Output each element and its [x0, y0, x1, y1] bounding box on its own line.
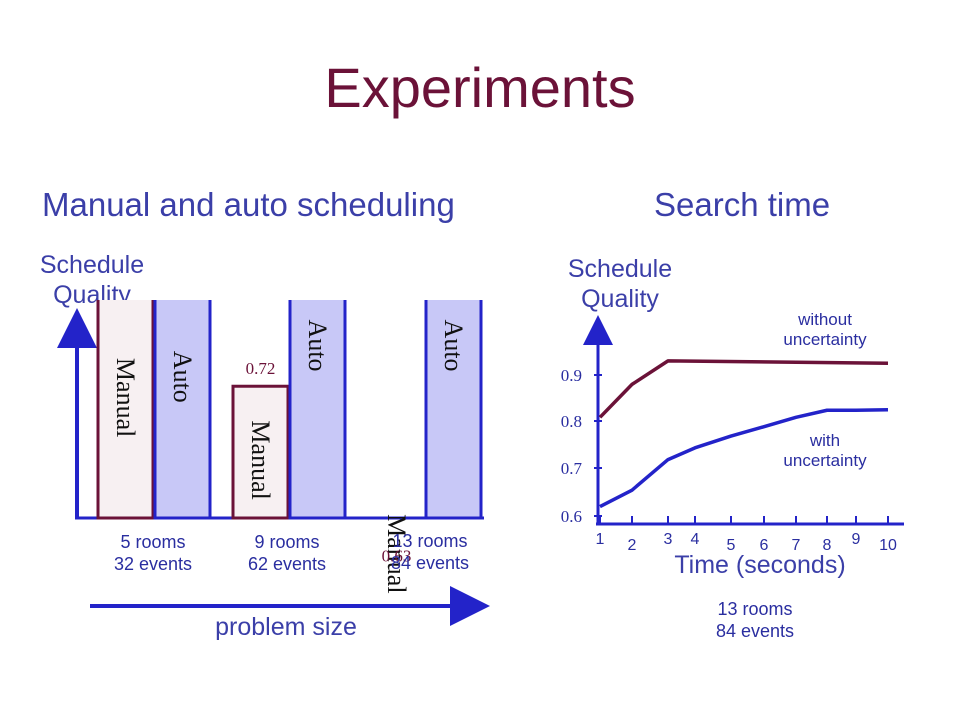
group-label-1-text: 5 rooms 32 events: [113, 532, 193, 574]
x-tick-label: 1: [596, 531, 605, 548]
right-subtitle: Search time: [654, 186, 831, 223]
problem-size-label: problem size: [215, 613, 357, 641]
y-tick-label: 0.7: [561, 459, 583, 478]
series-without-uncertainty: [598, 359, 889, 419]
series-with-uncertainty: [599, 408, 889, 509]
x-tick-label: 9: [852, 531, 861, 548]
bar-value-label: 0.72: [246, 359, 276, 378]
x-tick-label: 3: [664, 531, 673, 548]
bar-name-label: Auto: [168, 351, 197, 403]
bar-auto-3: [424, 300, 483, 520]
group-label-2-text: 9 rooms 62 events: [247, 532, 327, 574]
bar-chart: Manual0.78Auto0.80Manual0.72Auto0.83Manu…: [57, 300, 490, 626]
group-label-1: 5 rooms 32 events: [98, 531, 208, 575]
y-tick-label: 0.8: [561, 412, 582, 431]
x-tick-label: 2: [628, 537, 637, 554]
bar-name-label: Manual: [111, 358, 140, 437]
label-with-uncertainty: with uncertainty: [755, 431, 895, 471]
x-tick-label: 8: [823, 537, 832, 554]
bar-auto-1: [153, 300, 212, 520]
x-tick-label: 4: [691, 531, 700, 548]
right-ylabel-line1: Schedule: [567, 255, 673, 283]
slide-title: Experiments: [324, 56, 636, 119]
label-without-uncertainty: without uncertainty: [755, 310, 895, 350]
bar-auto-2: [288, 300, 347, 520]
group-label-3: 13 rooms 84 events: [370, 530, 490, 574]
bar-name-label: Manual: [382, 514, 411, 593]
time-xlabel: Time (seconds): [674, 551, 846, 579]
label-without-text: without uncertainty: [783, 310, 867, 349]
x-tick-label: 7: [792, 537, 801, 554]
bar-manual-1: [96, 300, 155, 520]
right-ylabel-line2: Quality: [581, 285, 659, 313]
bar-manual-2: [231, 384, 290, 520]
left-ylabel-line1: Schedule: [39, 251, 145, 279]
group-label-3-text: 13 rooms 84 events: [390, 531, 470, 573]
bar-name-label: Manual: [246, 420, 275, 499]
group-label-2: 9 rooms 62 events: [232, 531, 342, 575]
right-note-text: 13 rooms 84 events: [715, 599, 795, 641]
left-subtitle: Manual and auto scheduling: [42, 186, 455, 223]
y-tick-label: 0.9: [561, 366, 582, 385]
bar-value-label: 0.63: [382, 547, 412, 566]
right-ylabel: Schedule Quality: [550, 254, 690, 314]
x-tick-label: 6: [760, 537, 769, 554]
x-tick-label: 10: [879, 537, 897, 554]
line-chart: 1 2 3 4 5 6 7 8 9 10 0.6 0.7 0.8 0.9: [561, 315, 904, 554]
right-note: 13 rooms 84 events: [690, 598, 820, 642]
bar-name-label: Auto: [303, 320, 332, 372]
x-tick-label: 5: [727, 537, 736, 554]
bar-name-label: Auto: [439, 320, 468, 372]
label-with-text: with uncertainty: [783, 431, 867, 470]
left-ylabel: Schedule Quality: [22, 250, 162, 310]
y-tick-label: 0.6: [561, 507, 582, 526]
